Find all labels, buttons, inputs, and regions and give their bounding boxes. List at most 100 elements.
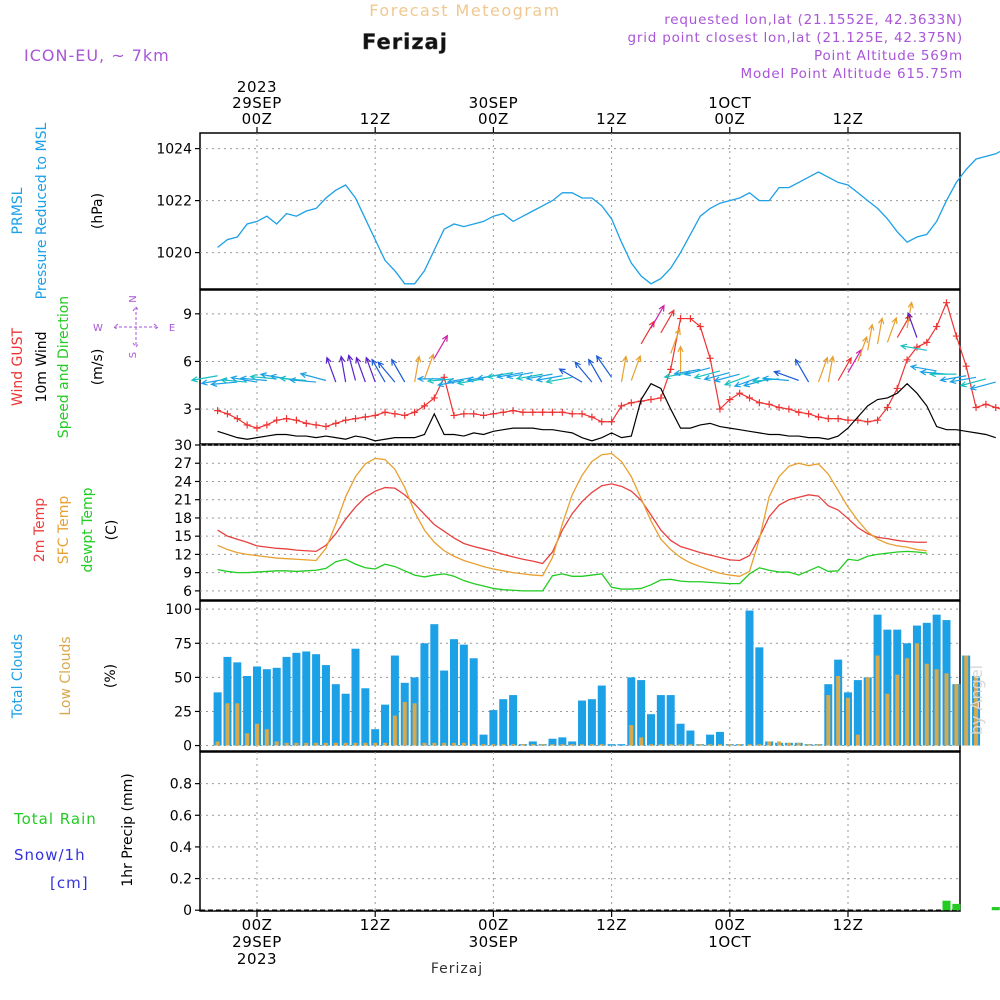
low-cloud-bar bbox=[698, 744, 703, 746]
ytick-label-temp: 15 bbox=[174, 529, 192, 545]
wind-arrow bbox=[355, 356, 366, 383]
low-cloud-bar bbox=[974, 676, 979, 746]
total-cloud-bar bbox=[548, 738, 557, 746]
subtitle: Forecast Meteogram bbox=[369, 1, 560, 20]
rain-bar bbox=[952, 903, 961, 911]
unit-label-clouds: (%) bbox=[103, 664, 119, 688]
wind-arrow bbox=[733, 376, 760, 388]
time-label-bottom: 1OCT bbox=[708, 933, 751, 951]
wind-arrow bbox=[683, 367, 711, 377]
time-label-top: 12Z bbox=[596, 110, 627, 128]
time-label-bottom: 29SEP bbox=[232, 933, 282, 951]
wind-arrow bbox=[426, 377, 455, 384]
wind-arrow bbox=[713, 373, 740, 383]
low-cloud-bar bbox=[599, 744, 604, 746]
total-cloud-bar bbox=[331, 684, 340, 746]
total-cloud-bar bbox=[479, 734, 488, 746]
low-cloud-bar bbox=[777, 741, 782, 746]
low-cloud-bar bbox=[530, 744, 535, 746]
low-cloud-bar bbox=[639, 737, 644, 746]
wind-arrow bbox=[857, 335, 868, 362]
gust-point bbox=[677, 315, 685, 323]
gust-point bbox=[933, 323, 941, 331]
total-cloud-bar bbox=[302, 651, 311, 746]
compass-arrows bbox=[113, 306, 159, 348]
low-cloud-bar bbox=[747, 744, 752, 746]
gust-point bbox=[568, 410, 576, 418]
low-cloud-bar bbox=[737, 744, 742, 746]
total-cloud-bar bbox=[607, 744, 616, 746]
low-cloud-bar bbox=[924, 663, 929, 746]
series-line-2m-temp bbox=[217, 483, 927, 565]
gust-point bbox=[302, 419, 310, 427]
gust-point bbox=[460, 410, 468, 418]
low-cloud-bar bbox=[461, 742, 466, 746]
total-cloud-bar bbox=[420, 643, 429, 746]
gust-point bbox=[430, 394, 438, 402]
low-cloud-bar bbox=[855, 734, 860, 746]
gust-point bbox=[864, 418, 872, 426]
ytick-label-pressure: 1022 bbox=[156, 194, 192, 210]
total-cloud-bar bbox=[292, 652, 301, 746]
time-label-top: 12Z bbox=[833, 110, 864, 128]
total-cloud-bar bbox=[469, 658, 478, 746]
low-cloud-bar bbox=[796, 742, 801, 746]
gust-point bbox=[223, 410, 231, 418]
panel-label-wind-gust: Wind GUST bbox=[10, 327, 26, 406]
wind-arrow bbox=[660, 309, 675, 334]
ytick-label-wind: 3 bbox=[183, 402, 192, 418]
gust-point bbox=[411, 408, 419, 416]
total-cloud-bar bbox=[706, 734, 715, 746]
panel-frame-precip bbox=[199, 751, 961, 912]
total-cloud-bar bbox=[686, 730, 695, 746]
wind-arrow bbox=[391, 358, 406, 383]
series-line-10m-wind bbox=[217, 382, 996, 442]
compass-s: S bbox=[128, 352, 139, 358]
gust-point bbox=[834, 415, 842, 423]
total-cloud-bar bbox=[509, 695, 518, 746]
gust-point bbox=[263, 421, 271, 429]
total-cloud-bar bbox=[459, 644, 468, 746]
gust-point bbox=[499, 408, 507, 416]
gust-point bbox=[883, 403, 891, 411]
gust-point bbox=[736, 389, 744, 397]
ytick-label-pressure: 1020 bbox=[156, 246, 192, 262]
total-cloud-bar bbox=[282, 656, 291, 746]
gust-point bbox=[312, 421, 320, 429]
panel-label-10m-wind: 10m Wind bbox=[34, 331, 50, 402]
total-cloud-bar bbox=[253, 666, 261, 746]
panel-frame-clouds bbox=[199, 600, 961, 752]
series-line-sfc-temp bbox=[217, 452, 927, 577]
wind-arrow bbox=[620, 355, 629, 383]
gust-point bbox=[657, 394, 665, 402]
ytick-label-precip: 0 bbox=[183, 903, 192, 919]
panel-label-total-clouds: Total Clouds bbox=[10, 634, 26, 719]
wind-arrow bbox=[219, 377, 248, 384]
low-cloud-bar bbox=[678, 744, 683, 746]
wind-arrow bbox=[249, 373, 277, 381]
panel-frame-wind bbox=[199, 289, 961, 445]
gust-point bbox=[617, 402, 625, 410]
low-cloud-bar bbox=[343, 742, 348, 746]
wind-arrow bbox=[299, 372, 327, 382]
gust-point bbox=[401, 411, 409, 419]
gust-point bbox=[814, 413, 822, 421]
time-label-top: 00Z bbox=[242, 110, 273, 128]
total-cloud-bar bbox=[262, 669, 271, 746]
panel-frame-pressure bbox=[199, 132, 961, 290]
ytick-label-temp: 18 bbox=[174, 511, 192, 527]
total-cloud-bar bbox=[597, 685, 606, 746]
credit-watermark: by Angel bbox=[967, 665, 986, 735]
ytick-label-clouds: 75 bbox=[174, 636, 192, 652]
low-cloud-bar bbox=[649, 744, 653, 746]
total-cloud-bar bbox=[272, 667, 281, 746]
gust-point bbox=[292, 416, 300, 424]
rain-bar bbox=[991, 907, 1000, 911]
low-cloud-bar bbox=[964, 655, 969, 746]
gust-point bbox=[509, 407, 517, 415]
total-cloud-bar bbox=[587, 699, 596, 746]
ytick-label-wind: 9 bbox=[183, 307, 192, 323]
total-cloud-bar bbox=[755, 647, 764, 746]
grid-lines bbox=[200, 133, 960, 911]
